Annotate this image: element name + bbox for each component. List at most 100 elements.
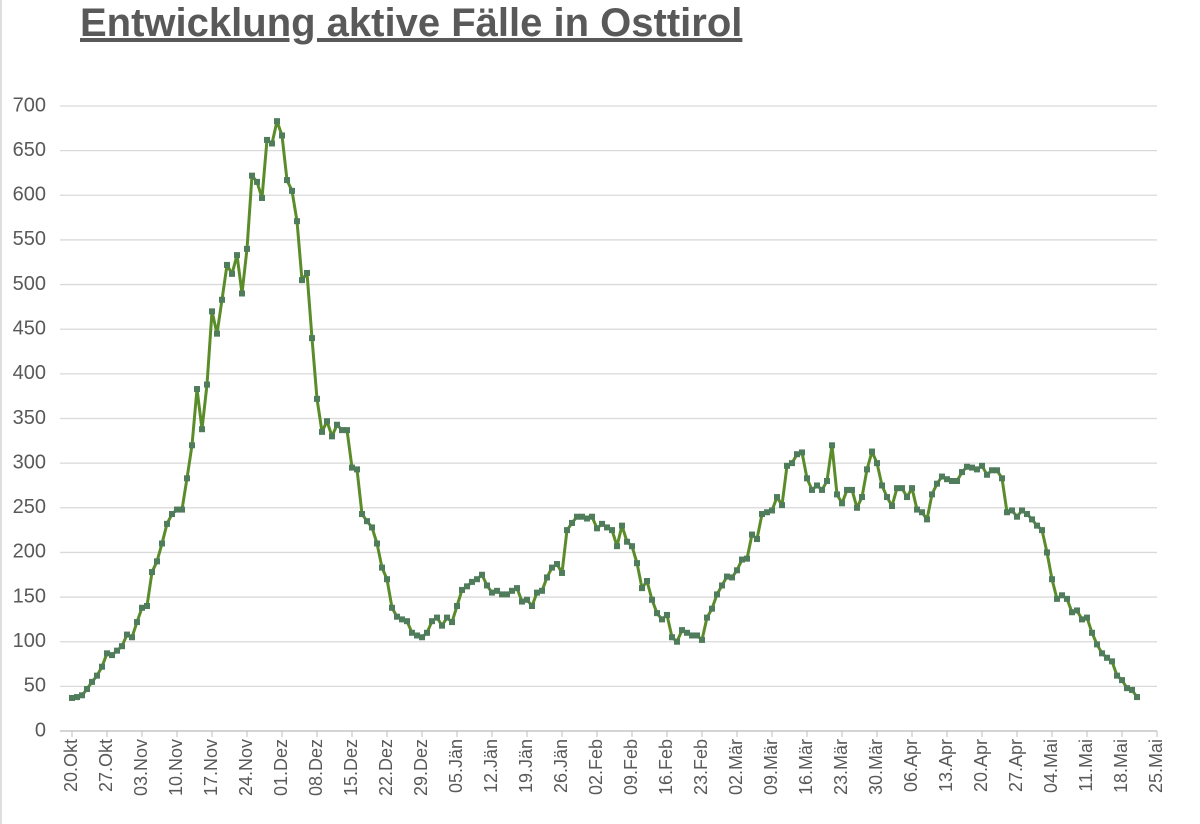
data-line bbox=[71, 119, 1139, 700]
data-marker bbox=[284, 177, 290, 184]
data-marker bbox=[1124, 685, 1130, 692]
data-marker bbox=[549, 564, 555, 571]
data-marker bbox=[244, 245, 250, 252]
data-marker bbox=[454, 603, 460, 609]
y-tick-label: 100 bbox=[13, 630, 46, 652]
data-marker bbox=[714, 591, 720, 598]
data-marker bbox=[789, 460, 795, 467]
data-marker bbox=[169, 511, 175, 518]
data-marker bbox=[674, 638, 680, 645]
data-marker bbox=[829, 442, 835, 449]
y-tick-label: 50 bbox=[24, 675, 46, 697]
data-marker bbox=[1054, 595, 1060, 602]
data-marker bbox=[384, 576, 390, 583]
data-marker bbox=[729, 574, 735, 581]
x-tick-label: 18.Mai bbox=[1111, 739, 1131, 793]
data-marker bbox=[699, 636, 705, 643]
data-marker bbox=[799, 449, 805, 456]
data-marker bbox=[709, 605, 715, 612]
data-marker bbox=[204, 381, 210, 388]
data-marker bbox=[1114, 672, 1120, 679]
data-marker bbox=[1009, 507, 1015, 514]
x-tick-label: 16.Feb bbox=[656, 739, 676, 795]
data-marker bbox=[904, 494, 910, 501]
x-tick-label: 05.Jän bbox=[446, 739, 466, 793]
data-marker bbox=[1059, 592, 1065, 599]
y-tick-label: 400 bbox=[13, 362, 46, 384]
data-marker bbox=[794, 451, 800, 458]
data-marker bbox=[749, 531, 755, 538]
data-marker bbox=[124, 631, 130, 638]
data-marker bbox=[129, 634, 135, 641]
data-marker bbox=[579, 513, 585, 520]
data-marker bbox=[139, 604, 145, 611]
data-marker bbox=[489, 589, 495, 596]
x-tick-label: 02.Feb bbox=[586, 739, 606, 795]
data-marker bbox=[684, 629, 690, 636]
data-marker bbox=[824, 478, 830, 484]
data-marker bbox=[1134, 694, 1140, 701]
data-marker bbox=[939, 473, 945, 480]
data-marker bbox=[354, 466, 360, 473]
data-marker bbox=[154, 558, 160, 565]
data-marker bbox=[639, 585, 645, 592]
y-tick-label: 550 bbox=[13, 228, 46, 250]
x-tick-label: 09.Mär bbox=[761, 739, 781, 795]
y-tick-label: 350 bbox=[13, 407, 46, 429]
data-marker bbox=[1039, 527, 1045, 534]
data-marker bbox=[459, 586, 465, 593]
data-marker bbox=[1004, 509, 1010, 516]
data-marker bbox=[249, 172, 255, 179]
data-marker bbox=[909, 485, 915, 492]
data-marker bbox=[589, 513, 595, 520]
y-tick-label: 300 bbox=[13, 451, 46, 473]
data-marker bbox=[739, 556, 745, 563]
data-marker bbox=[1044, 549, 1050, 556]
data-marker bbox=[79, 692, 85, 699]
x-tick-label: 10.Nov bbox=[166, 739, 186, 796]
x-tick-label: 27.Okt bbox=[96, 739, 116, 792]
x-tick-label: 29.Dez bbox=[411, 739, 431, 796]
data-marker bbox=[609, 527, 615, 534]
x-tick-label: 02.Mär bbox=[726, 739, 746, 795]
x-tick-label: 15.Dez bbox=[341, 739, 361, 796]
data-marker bbox=[289, 187, 295, 194]
data-marker bbox=[949, 478, 955, 484]
y-tick-label: 0 bbox=[35, 719, 46, 741]
data-marker bbox=[229, 270, 235, 277]
data-marker bbox=[94, 672, 100, 679]
data-marker bbox=[279, 132, 285, 139]
data-marker bbox=[414, 632, 420, 639]
data-marker bbox=[894, 485, 900, 492]
y-tick-label: 450 bbox=[13, 317, 46, 339]
data-marker bbox=[784, 462, 790, 469]
data-marker bbox=[339, 427, 345, 434]
data-marker bbox=[544, 574, 550, 581]
data-marker bbox=[769, 507, 775, 514]
x-tick-label: 04.Mai bbox=[1041, 739, 1061, 793]
data-marker bbox=[264, 136, 270, 143]
x-tick-label: 25.Mai bbox=[1146, 739, 1166, 793]
data-marker bbox=[979, 462, 985, 469]
data-marker bbox=[199, 426, 205, 433]
data-marker bbox=[444, 614, 450, 621]
data-marker bbox=[439, 622, 445, 629]
data-marker bbox=[224, 261, 230, 268]
x-tick-label: 22.Dez bbox=[376, 739, 396, 796]
data-marker bbox=[1064, 595, 1070, 602]
data-marker bbox=[309, 335, 315, 342]
y-tick-label: 700 bbox=[13, 94, 46, 116]
data-marker bbox=[334, 421, 340, 428]
data-marker bbox=[534, 589, 540, 596]
data-marker bbox=[969, 464, 975, 471]
x-tick-label: 30.Mär bbox=[866, 739, 886, 795]
x-tick-label: 01.Dez bbox=[271, 739, 291, 796]
data-marker bbox=[269, 140, 275, 147]
data-marker bbox=[494, 587, 500, 594]
x-tick-label: 20.Okt bbox=[61, 739, 81, 792]
data-marker bbox=[179, 506, 185, 513]
data-marker bbox=[329, 433, 335, 440]
y-tick-label: 600 bbox=[13, 184, 46, 206]
data-marker bbox=[429, 618, 435, 625]
data-marker bbox=[1079, 616, 1085, 623]
